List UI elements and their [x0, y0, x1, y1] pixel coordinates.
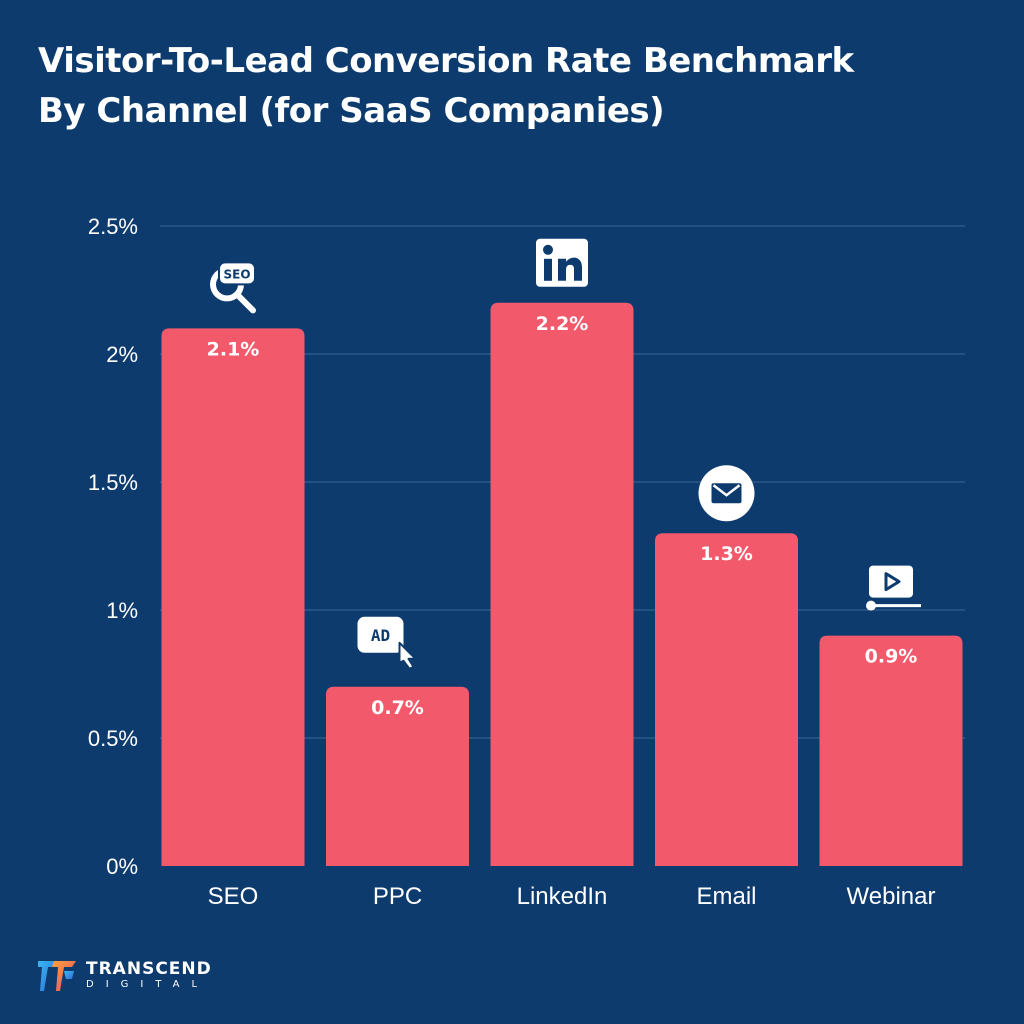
brand-name: TRANSCEND	[86, 959, 212, 979]
bar	[819, 635, 963, 866]
brand-tagline: DIGITAL	[86, 979, 210, 990]
y-tick-label: 2%	[106, 342, 138, 367]
bar	[326, 686, 469, 866]
data-label: 0.7%	[371, 697, 424, 719]
linkedin-icon	[536, 238, 588, 287]
video-play-icon	[866, 565, 921, 611]
x-tick-label: Email	[696, 883, 756, 910]
bar	[161, 328, 305, 866]
bar	[490, 302, 634, 866]
y-tick-label: 1%	[106, 598, 138, 623]
svg-text:SEO: SEO	[223, 267, 250, 281]
data-label: 1.3%	[700, 543, 753, 565]
transcend-logo-icon	[38, 961, 76, 991]
y-tick-label: 1.5%	[88, 470, 138, 495]
ad-click-icon: AD	[357, 616, 417, 670]
svg-text:AD: AD	[371, 626, 390, 645]
brand-logo: TRANSCEND DIGITAL	[36, 955, 211, 995]
y-tick-label: 0.5%	[88, 726, 138, 751]
x-tick-label: LinkedIn	[517, 883, 608, 910]
x-tick-label: Webinar	[847, 883, 936, 910]
bar	[655, 533, 798, 866]
data-label: 2.2%	[536, 313, 589, 335]
y-tick-label: 0%	[106, 854, 138, 879]
x-tick-label: SEO	[208, 883, 259, 910]
chart-title-line-2: By Channel (for SaaS Companies)	[38, 91, 665, 131]
seo-magnifier-icon: SEO	[210, 261, 256, 314]
x-tick-label: PPC	[373, 883, 422, 910]
y-tick-label: 2.5%	[88, 214, 138, 239]
data-label: 0.9%	[865, 646, 918, 668]
data-label: 2.1%	[207, 338, 260, 360]
email-icon	[698, 465, 755, 522]
chart-title: Visitor-To-Lead Conversion Rate Benchmar…	[38, 36, 998, 136]
chart-title-line-1: Visitor-To-Lead Conversion Rate Benchmar…	[38, 41, 854, 81]
